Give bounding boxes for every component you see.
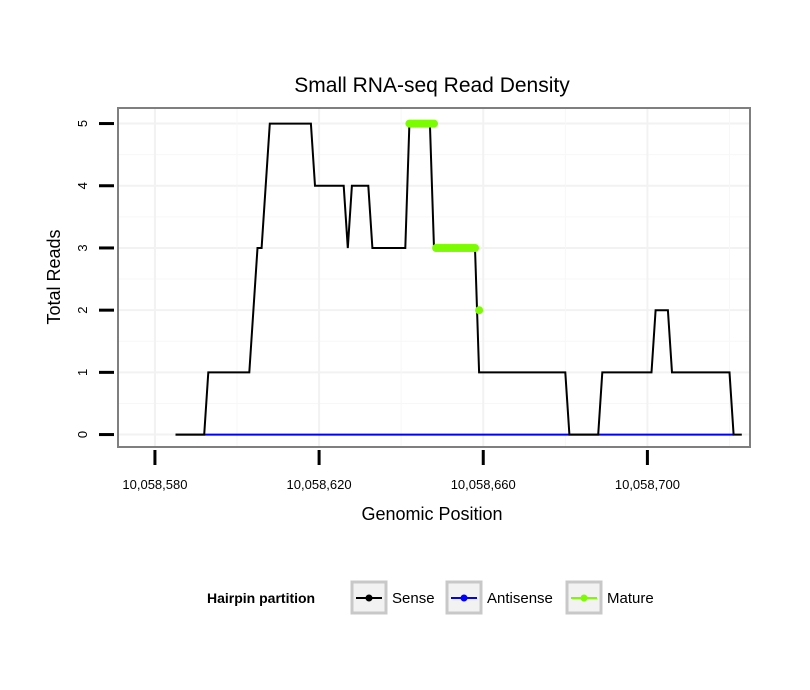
legend-key-mature-point (580, 594, 588, 602)
x-tick-label: 10,058,580 (122, 477, 187, 492)
legend-item-mature: Mature (565, 580, 654, 615)
y-axis-title: Total Reads (44, 229, 64, 324)
y-tick-label: 3 (75, 244, 90, 251)
y-tick-label: 2 (75, 307, 90, 314)
x-axis: 10,058,580 10,058,620 10,058,660 10,058,700 (122, 450, 680, 492)
y-tick-label: 1 (75, 369, 90, 376)
legend-label-antisense: Antisense (487, 590, 553, 607)
mature-point (471, 244, 479, 252)
mature-point (430, 119, 438, 128)
y-tick-label: 4 (75, 182, 90, 189)
legend: Hairpin partition Sense Antisense Mature (207, 580, 654, 615)
legend-item-antisense: Antisense (445, 580, 553, 615)
x-axis-title: Genomic Position (361, 504, 502, 524)
legend-item-sense: Sense (350, 580, 435, 615)
chart-title: Small RNA-seq Read Density (294, 74, 570, 97)
y-tick-label: 5 (75, 120, 90, 127)
plot-panel (117, 107, 751, 448)
y-axis: 0 1 2 3 4 5 (75, 120, 114, 438)
legend-title: Hairpin partition (207, 590, 315, 606)
legend-key-antisense-point (460, 594, 468, 602)
series-layer (175, 119, 742, 436)
x-tick-label: 10,058,620 (287, 477, 352, 492)
y-tick-label: 0 (75, 431, 90, 438)
legend-key-sense-point (365, 594, 373, 602)
x-tick-label: 10,058,660 (451, 477, 516, 492)
legend-label-sense: Sense (392, 590, 435, 607)
mature-point (475, 306, 484, 315)
legend-label-mature: Mature (607, 590, 654, 607)
x-tick-label: 10,058,700 (615, 477, 680, 492)
